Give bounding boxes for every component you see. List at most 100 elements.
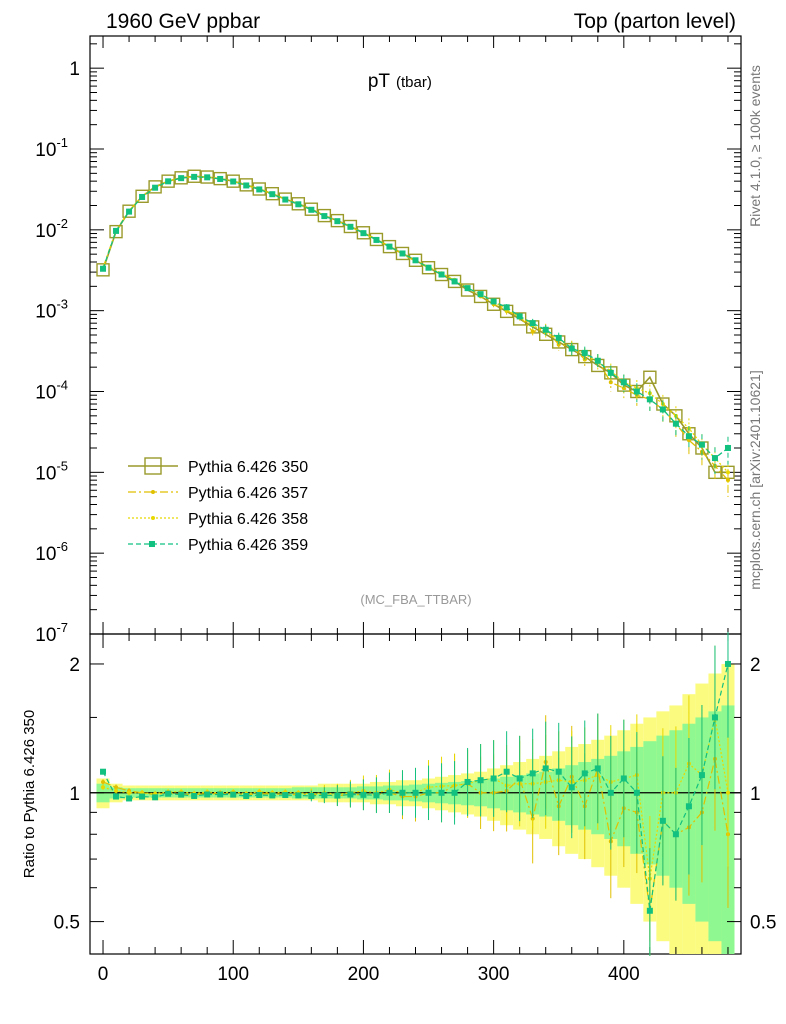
data-point-350 [447,274,462,289]
mcplots-label: mcplots.cern.ch [arXiv:2401.10621] [747,370,763,589]
data-point-350 [421,261,436,275]
data-point-359 [659,406,666,413]
ratio-point-359 [308,792,315,799]
data-point-359 [360,230,367,237]
band-green [643,741,657,865]
data-point-359 [334,218,341,225]
ratio-point-359 [126,795,133,802]
ratio-point [101,779,106,784]
ratio-point-359 [178,791,185,798]
ratio-point [114,785,119,790]
ratio-point-359 [295,792,302,799]
data-point-359 [672,420,679,427]
ratio-y-tick-label-right: 1 [750,784,761,805]
data-point-359 [724,445,731,452]
data-point-359 [698,441,705,448]
y-tick-label: 10-2 [35,216,68,242]
data-point-350 [278,192,292,206]
data-point-359 [282,196,289,203]
data-point-350 [369,232,384,247]
data-point-359 [126,208,133,215]
ratio-point-359 [698,772,705,779]
y-tick-base: 10 [35,302,56,323]
y-tick-base: 10 [35,463,56,484]
data-point-359 [139,193,146,200]
data-point-350 [356,226,371,240]
ratio-panel: 0.5 0.5 1 1 2 2 0 100 200 300 400 Ratio to Pythia … [21,632,776,985]
ratio-point-359 [672,831,679,838]
data-point-359 [152,184,159,191]
ratio-point-359 [477,777,484,784]
ratio-point-359 [139,793,146,800]
legend-label: Pythia 6.426 359 [188,537,308,554]
header-left: 1960 GeV ppbar [106,10,260,33]
ratio-point-359 [217,791,224,798]
ratio-point-359 [633,789,640,796]
ratio-point-359 [165,790,172,797]
legend-marker [151,490,155,494]
y-tick-base: 10 [35,544,56,565]
y-tick-exp: -6 [56,539,68,554]
data-point-359 [711,455,718,462]
ratio-point-359 [555,768,562,775]
plot-title-sub: (tbar) [396,74,432,91]
rivet-label: Rivet 4.1.0, ≥ 100k events [747,65,763,227]
data-point-359 [295,201,302,208]
y-tick-base: 10 [35,625,56,646]
ratio-point-359 [490,775,497,782]
data-point-359 [555,334,562,341]
data-point-359 [594,357,601,364]
ratio-point-359 [360,791,367,798]
y-tick-exp: -1 [56,135,68,150]
data-point-350 [643,370,657,384]
data-point-350 [473,289,488,304]
data-point-359 [386,243,393,250]
ratio-point-359 [282,792,289,799]
y-tick-base: 10 [35,383,56,404]
data-point-357 [556,342,561,347]
ratio-point-359 [425,789,432,796]
legend-marker [151,516,155,520]
data-point-350 [148,180,162,194]
legend-marker-350 [144,457,162,475]
y-tick-exp: -5 [56,458,68,473]
main-series [96,169,735,497]
data-point-359 [217,175,224,182]
data-point-359 [191,173,198,180]
data-point-350 [434,267,449,282]
data-point-359 [204,174,211,181]
legend-label: Pythia 6.426 350 [188,459,308,476]
data-point-359 [542,326,549,333]
x-tick-label: 400 [608,964,640,985]
ratio-ylabel: Ratio to Pythia 6.426 350 [21,710,38,878]
legend-marker-359 [149,541,155,547]
data-point-350 [265,186,279,201]
data-point-359 [256,186,263,193]
legend-label: Pythia 6.426 357 [188,485,308,502]
data-point-359 [100,265,107,272]
ratio-point-359 [386,789,393,796]
ratio-point-359 [568,784,575,791]
data-point-357 [608,380,613,385]
y-tick-label: 10-1 [35,135,68,161]
ratio-point-359 [711,714,718,721]
ratio-point-359 [243,792,250,799]
plot-title: pT [368,71,391,92]
data-point-359 [477,291,484,298]
data-point-350 [122,204,136,218]
data-point-359 [399,250,406,257]
ratio-point-359 [503,768,510,775]
ratio-point-359 [464,778,471,785]
data-point-359 [464,285,471,292]
data-point-350 [343,219,358,234]
data-point-359 [529,320,536,327]
ratio-point-359 [594,765,601,772]
data-point-350 [395,246,410,261]
data-point-359 [165,178,172,185]
x-tick-label: 200 [348,964,380,985]
ratio-point-359 [542,765,549,772]
data-point-359 [243,182,250,189]
data-point-359 [412,257,419,264]
data-point-350 [226,174,240,188]
y-tick-label: 10-4 [35,378,68,404]
